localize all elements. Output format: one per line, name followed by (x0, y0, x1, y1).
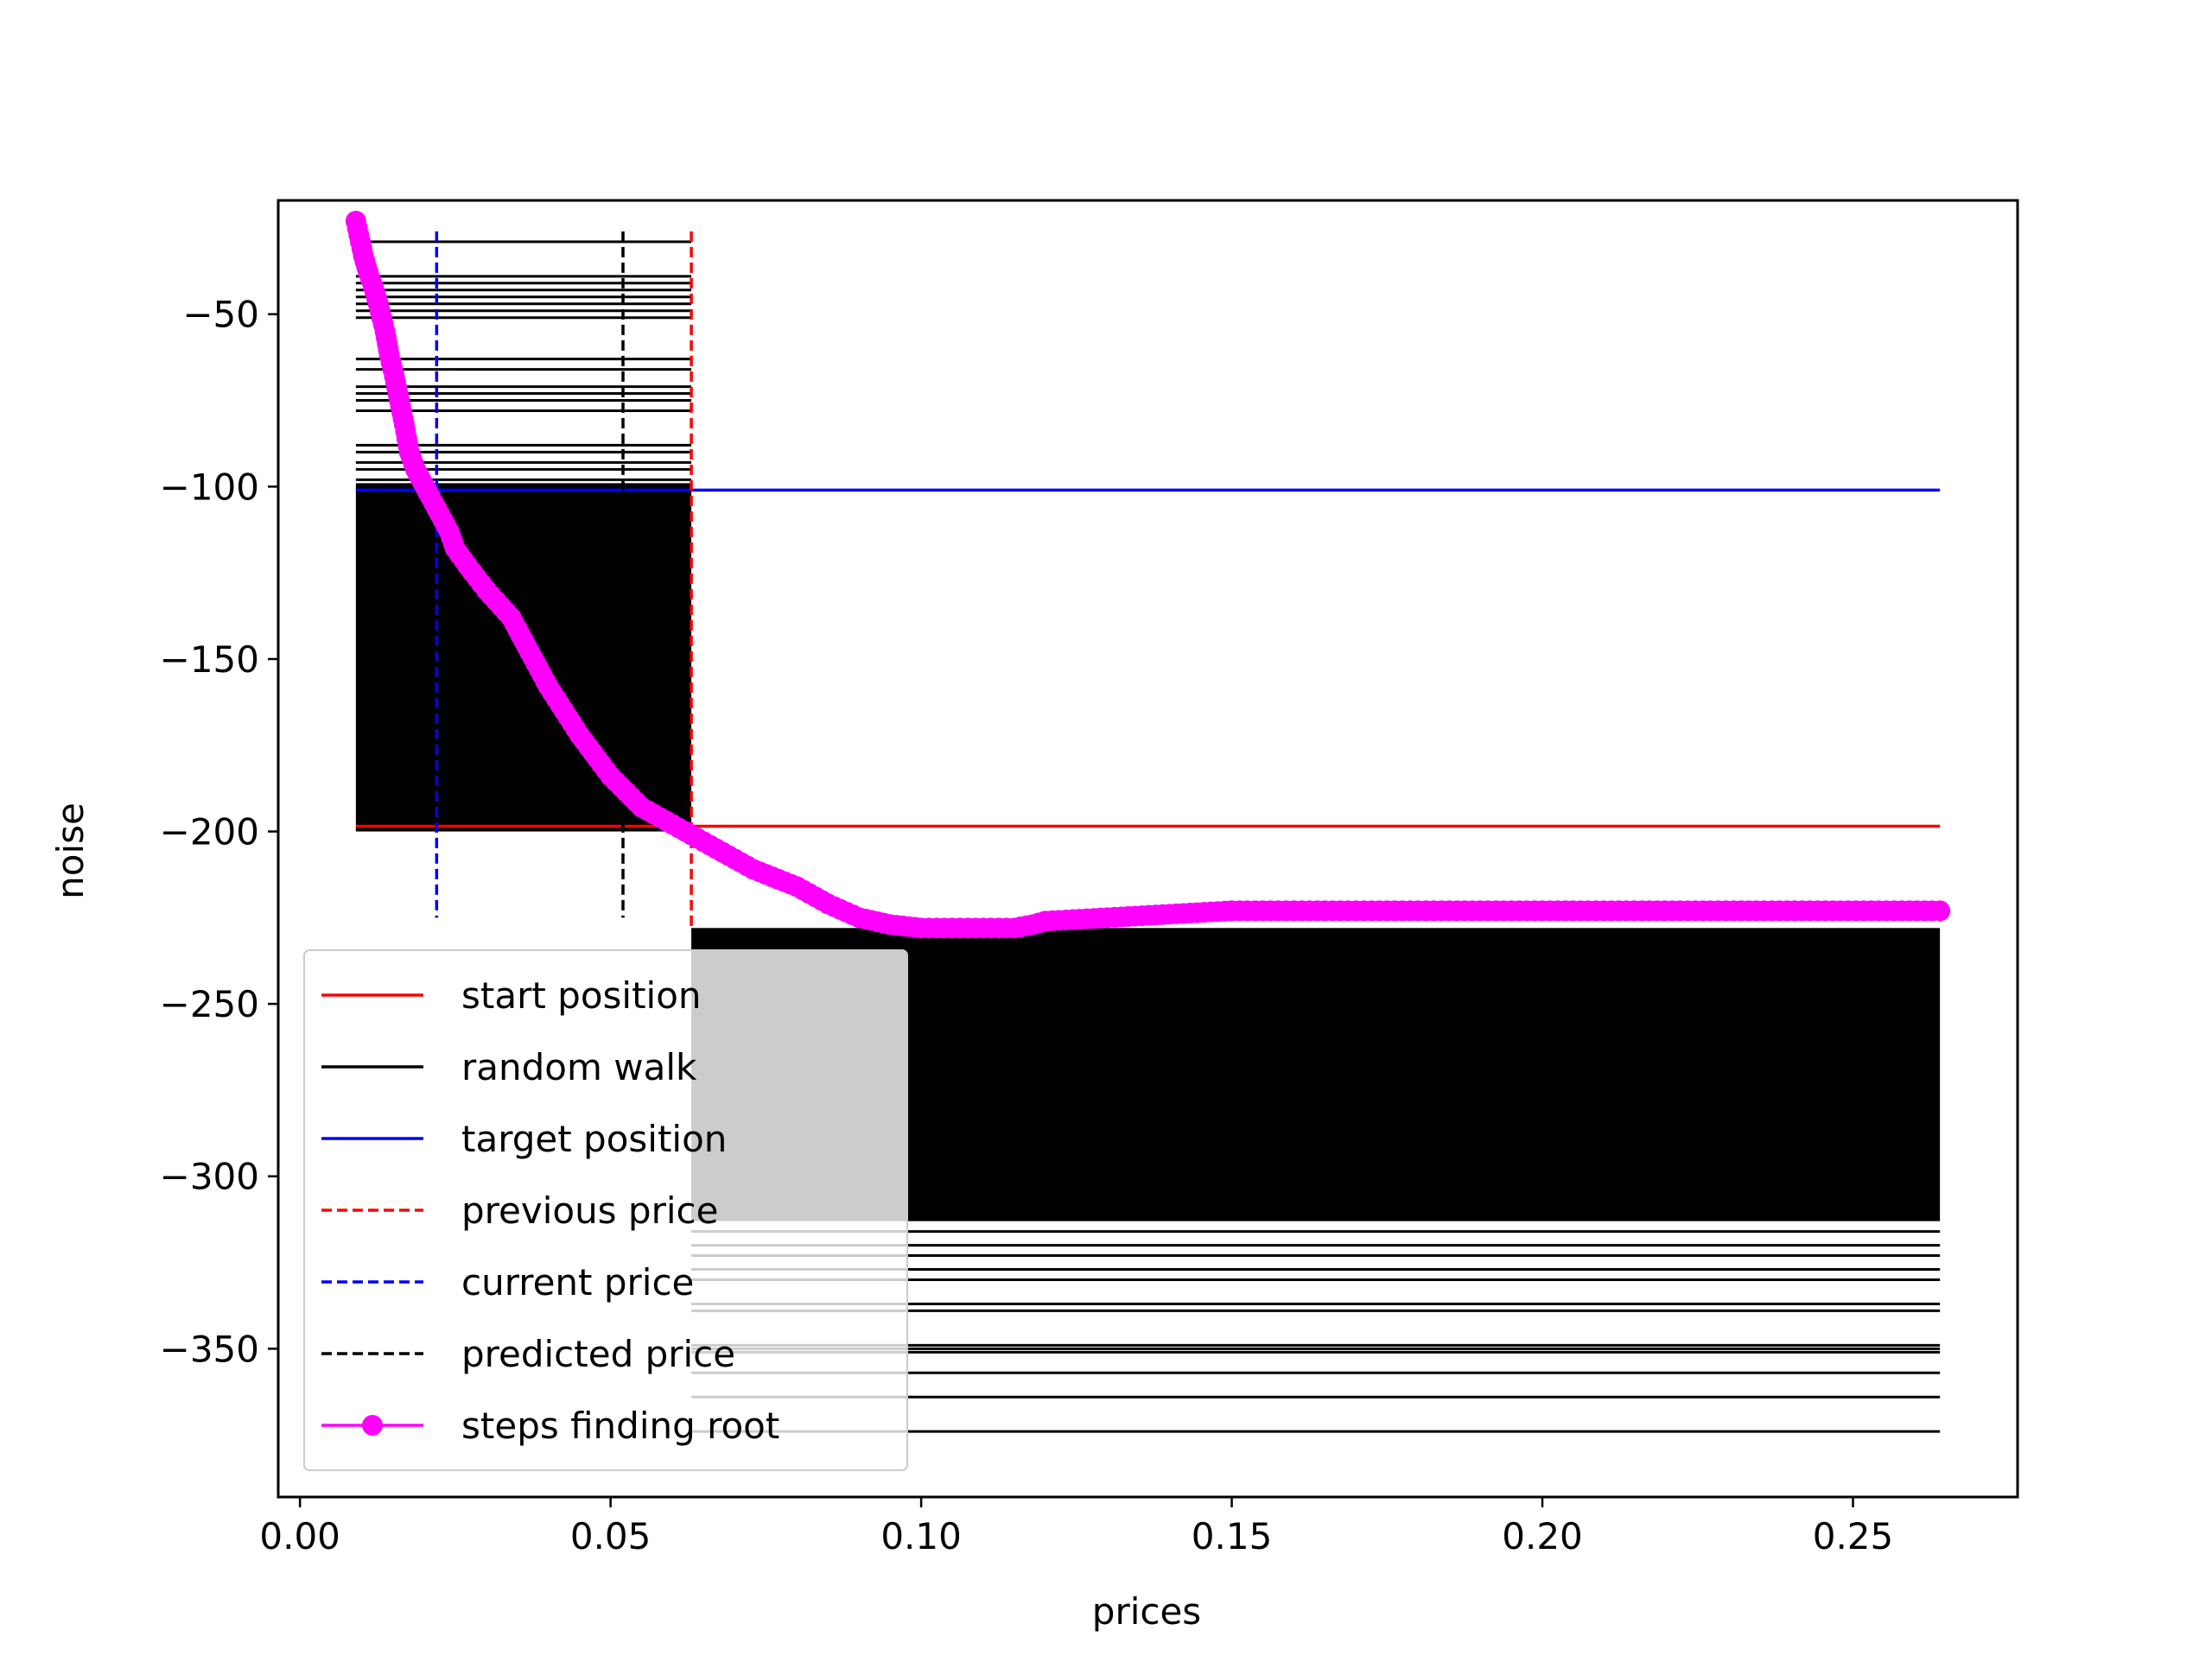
legend-label: start position (461, 974, 702, 1017)
x-tick-label: 0.15 (1192, 1515, 1273, 1557)
x-tick-label: 0.20 (1502, 1515, 1583, 1557)
x-tick-label: 0.05 (570, 1515, 652, 1557)
legend-label: current price (461, 1261, 694, 1304)
y-tick-label: −200 (160, 811, 259, 853)
legend: start position random walk target position… (303, 949, 908, 1471)
y-axis-label: noise (49, 802, 92, 899)
y-tick-label: −300 (160, 1156, 259, 1198)
x-axis-label: prices (1092, 1590, 1201, 1633)
y-tick-label: −350 (160, 1328, 259, 1370)
legend-box (303, 949, 908, 1471)
y-tick-label: −100 (160, 466, 259, 508)
legend-label: previous price (461, 1189, 718, 1232)
axes: 0.00 0.05 0.10 0.15 0.20 0.25 −50 −100 −150 −200 −… (160, 199, 2019, 1557)
legend-label: predicted price (461, 1333, 735, 1375)
axes-frame (276, 199, 2019, 1499)
steps-point (1929, 900, 1951, 922)
legend-label: steps finding root (461, 1405, 779, 1447)
legend-label: random walk (461, 1046, 697, 1088)
x-tick-label: 0.10 (880, 1515, 962, 1557)
y-tick-label: −250 (160, 983, 259, 1025)
y-tick-label: −50 (182, 294, 259, 336)
y-tick-label: −150 (160, 638, 259, 681)
x-tick-label: 0.00 (259, 1515, 340, 1557)
legend-marker (362, 1415, 383, 1436)
legend-label: target position (461, 1118, 727, 1160)
x-tick-label: 0.25 (1813, 1515, 1894, 1557)
plot-area (345, 210, 1951, 1433)
